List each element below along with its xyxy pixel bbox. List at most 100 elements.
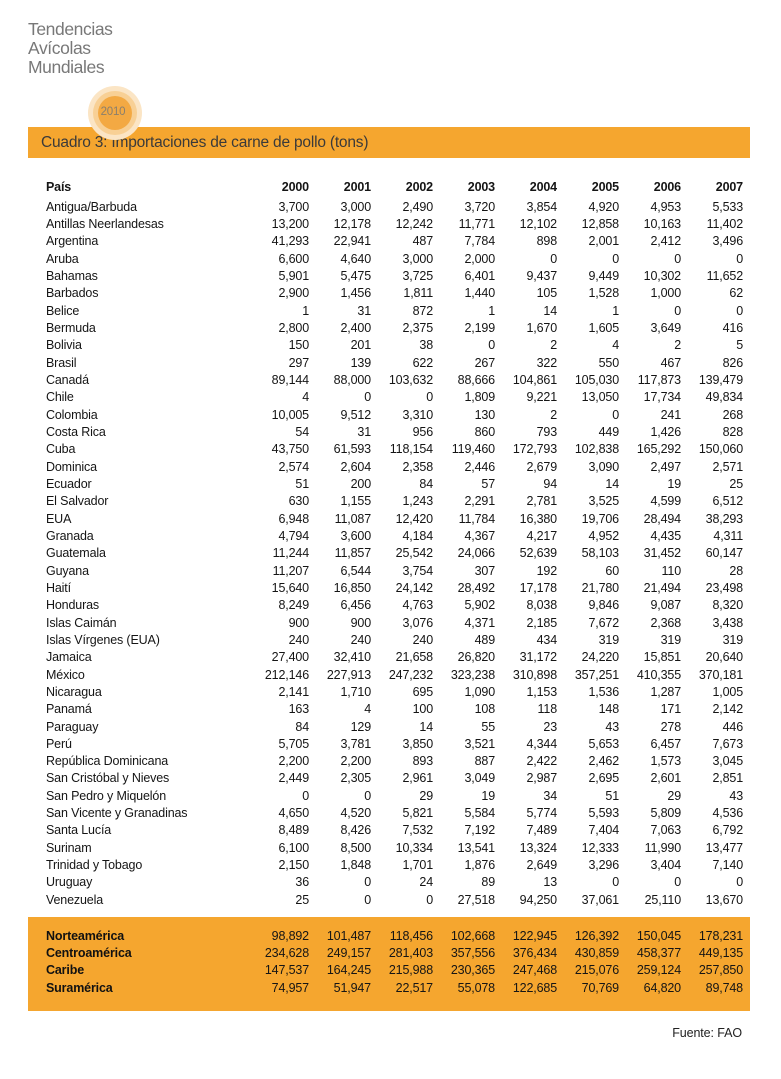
value-cell: 2,679 xyxy=(526,459,557,474)
value-cell: 38 xyxy=(419,338,433,353)
value-cell: 1,670 xyxy=(526,320,557,335)
value-cell: 2,199 xyxy=(464,320,495,335)
region-value-cell: 55,078 xyxy=(457,980,495,995)
value-cell: 3,754 xyxy=(402,563,433,578)
value-cell: 21,658 xyxy=(395,650,433,665)
value-cell: 10,163 xyxy=(643,216,681,231)
value-cell: 1,000 xyxy=(650,286,681,301)
value-cell: 201 xyxy=(350,338,372,353)
table-row: Guatemala 11,244 11,857 25,542 24,066 52… xyxy=(28,545,750,562)
region-value-cell: 147,537 xyxy=(264,963,309,978)
value-cell: 10,302 xyxy=(643,268,681,283)
value-cell: 4,371 xyxy=(464,615,495,630)
value-cell: 37,061 xyxy=(581,892,619,907)
value-cell: 7,140 xyxy=(712,858,743,873)
value-cell: 3,720 xyxy=(464,199,495,214)
value-cell: 2 xyxy=(550,407,557,422)
country-cell: San Pedro y Miquelón xyxy=(46,788,166,803)
value-cell: 6,100 xyxy=(278,840,309,855)
value-cell: 21,780 xyxy=(581,580,619,595)
value-cell: 150,060 xyxy=(698,442,743,457)
table-row: Dominica 2,574 2,604 2,358 2,446 2,679 3… xyxy=(28,458,750,475)
value-cell: 7,672 xyxy=(588,615,619,630)
value-cell: 7,192 xyxy=(464,823,495,838)
value-cell: 3,076 xyxy=(402,615,433,630)
country-cell: Haití xyxy=(46,580,71,595)
value-cell: 446 xyxy=(722,719,744,734)
region-value-cell: 376,434 xyxy=(512,946,557,961)
value-cell: 2,574 xyxy=(278,459,309,474)
value-cell: 12,102 xyxy=(519,216,557,231)
value-cell: 297 xyxy=(288,355,310,370)
value-cell: 487 xyxy=(412,234,434,249)
value-cell: 10,005 xyxy=(271,407,309,422)
value-cell: 2,446 xyxy=(464,459,495,474)
value-cell: 62 xyxy=(729,286,743,301)
value-cell: 2,987 xyxy=(526,771,557,786)
value-cell: 2,200 xyxy=(278,754,309,769)
value-cell: 0 xyxy=(736,251,743,266)
value-cell: 267 xyxy=(474,355,496,370)
region-row: Caribe 147,537 164,245 215,988 230,365 2… xyxy=(28,962,750,979)
value-cell: 11,087 xyxy=(334,511,372,526)
logo-line-2: Avícolas xyxy=(28,38,91,58)
value-cell: 2,961 xyxy=(402,771,433,786)
value-cell: 5,774 xyxy=(526,806,557,821)
value-cell: 24,220 xyxy=(581,650,619,665)
value-cell: 2,649 xyxy=(526,858,557,873)
value-cell: 1,426 xyxy=(650,424,681,439)
value-cell: 3,850 xyxy=(402,736,433,751)
value-cell: 15,851 xyxy=(643,650,681,665)
value-cell: 102,838 xyxy=(574,442,619,457)
value-cell: 2,497 xyxy=(650,459,681,474)
value-cell: 268 xyxy=(722,407,744,422)
col-header-year: 2000 xyxy=(281,180,309,194)
value-cell: 1,809 xyxy=(464,390,495,405)
value-cell: 3,781 xyxy=(340,736,371,751)
region-value-cell: 281,403 xyxy=(388,946,433,961)
region-value-cell: 215,076 xyxy=(574,963,619,978)
value-cell: 19 xyxy=(667,476,681,491)
value-cell: 104,861 xyxy=(512,372,557,387)
country-cell: Cuba xyxy=(46,442,76,457)
value-cell: 898 xyxy=(536,234,558,249)
value-cell: 2,422 xyxy=(526,754,557,769)
value-cell: 29 xyxy=(419,788,433,803)
value-cell: 2,900 xyxy=(278,286,309,301)
value-cell: 13,050 xyxy=(581,390,619,405)
value-cell: 307 xyxy=(474,563,496,578)
value-cell: 1,456 xyxy=(340,286,371,301)
region-value-cell: 430,859 xyxy=(574,946,619,961)
value-cell: 105 xyxy=(536,286,558,301)
value-cell: 43,750 xyxy=(271,442,309,457)
value-cell: 860 xyxy=(474,424,496,439)
value-cell: 26,820 xyxy=(457,650,495,665)
value-cell: 3,045 xyxy=(712,754,743,769)
source-note: Fuente: FAO xyxy=(672,1026,742,1040)
value-cell: 7,063 xyxy=(650,823,681,838)
value-cell: 3,404 xyxy=(650,858,681,873)
logo-line-3: Mundiales xyxy=(28,57,105,77)
value-cell: 4,520 xyxy=(340,806,371,821)
table-row: Islas Vírgenes (EUA) 240 240 240 489 434… xyxy=(28,631,750,648)
value-cell: 5,901 xyxy=(278,268,309,283)
value-cell: 2,291 xyxy=(464,494,495,509)
value-cell: 2,150 xyxy=(278,858,309,873)
table-row: Bahamas 5,901 5,475 3,725 6,401 9,437 9,… xyxy=(28,267,750,284)
value-cell: 7,532 xyxy=(402,823,433,838)
col-header-year: 2005 xyxy=(591,180,619,194)
country-cell: Brasil xyxy=(46,355,77,370)
country-cell: Paraguay xyxy=(46,719,99,734)
value-cell: 5,902 xyxy=(464,598,495,613)
value-cell: 2,412 xyxy=(650,234,681,249)
value-cell: 240 xyxy=(350,632,372,647)
value-cell: 1,243 xyxy=(402,494,433,509)
value-cell: 13,541 xyxy=(457,840,495,855)
value-cell: 14 xyxy=(419,719,433,734)
region-name-cell: Norteamérica xyxy=(46,928,125,943)
table-row: Granada 4,794 3,600 4,184 4,367 4,217 4,… xyxy=(28,527,750,544)
value-cell: 31,452 xyxy=(643,546,681,561)
value-cell: 4,794 xyxy=(278,528,309,543)
country-cell: Aruba xyxy=(46,251,79,266)
value-cell: 14 xyxy=(543,303,557,318)
